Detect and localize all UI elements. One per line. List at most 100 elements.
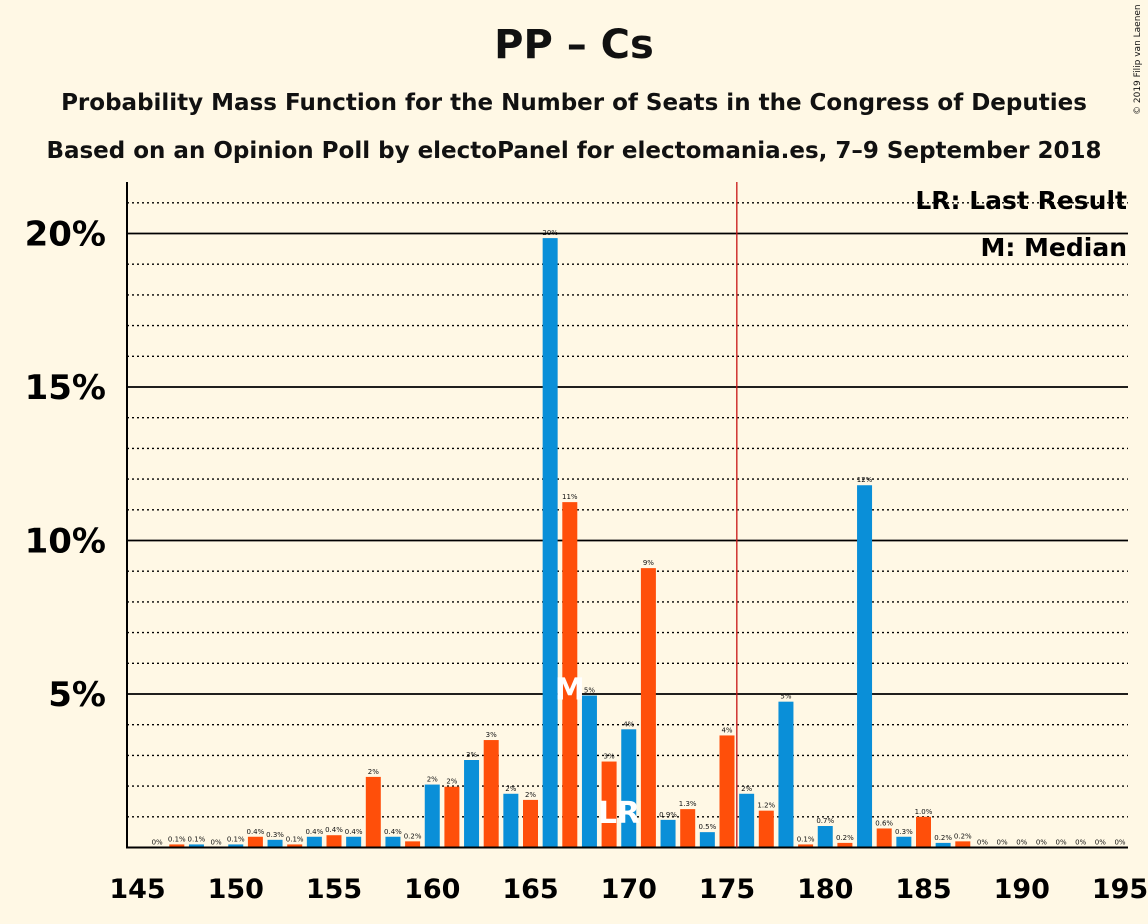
bar-value-label: 0.1%: [188, 835, 206, 843]
bar-value-label: 2%: [446, 778, 457, 786]
bar-value-label: 1.3%: [679, 800, 697, 808]
bar-seat-183: [876, 828, 892, 848]
markers: M LR: [555, 182, 738, 848]
x-tick-label: 180: [797, 874, 853, 905]
bar-seat-176: [739, 793, 755, 848]
bar-value-label: 0.6%: [875, 819, 893, 827]
y-tick-label: 20%: [25, 215, 106, 255]
bar-seat-166: [542, 238, 558, 848]
bar-value-label: 0.4%: [247, 828, 265, 836]
x-tick-label: 165: [502, 874, 558, 905]
bar-seat-187: [955, 841, 971, 848]
bar-value-label: 0%: [1055, 839, 1066, 847]
bar-value-label: 0%: [997, 839, 1008, 847]
axes: 5% 10% 15% 20% 145 150 155 160 165 170 175 180 185 19…: [25, 182, 1148, 905]
bar-value-label: 0.4%: [345, 828, 363, 836]
bar-seat-162: [464, 760, 480, 848]
bar-seat-181: [837, 842, 853, 848]
bar-seat-178: [778, 701, 794, 848]
bar-seat-179: [798, 844, 814, 848]
bar-value-label: 0%: [1075, 839, 1086, 847]
bar-value-label: 0%: [977, 839, 988, 847]
bar-value-label: 0.1%: [286, 835, 304, 843]
bar-value-label: 5%: [584, 687, 595, 695]
bar-seat-164: [503, 793, 519, 848]
bar-value-label: 2%: [368, 768, 379, 776]
bar-seat-153: [287, 844, 303, 848]
bar-value-label: 5%: [780, 693, 791, 701]
x-tick-label: 185: [895, 874, 951, 905]
bar-value-label: 20%: [542, 229, 558, 237]
bar-seat-173: [680, 809, 696, 848]
bar-value-label: 0.7%: [816, 817, 834, 825]
bar-value-label: 12%: [857, 476, 873, 484]
bar-value-label: 2%: [505, 785, 516, 793]
bar-value-label: 4%: [623, 720, 634, 728]
bar-value-label: 1.0%: [915, 808, 933, 816]
bar-seat-185: [916, 816, 931, 848]
x-tick-label: 190: [994, 874, 1050, 905]
bar-value-label: 0.3%: [266, 831, 284, 839]
y-tick-label: 15%: [25, 368, 106, 408]
bar-seat-163: [483, 740, 499, 848]
bar-value-label: 0.4%: [325, 826, 343, 834]
bar-value-label: 2%: [741, 785, 752, 793]
bar-value-label: 0.2%: [954, 832, 972, 840]
bar-seat-148: [188, 844, 204, 848]
y-tick-label: 5%: [48, 675, 106, 715]
bar-value-label: 2%: [427, 776, 438, 784]
chart-subtitle: Probability Mass Function for the Number…: [61, 90, 1087, 116]
x-tick-label: 160: [404, 874, 460, 905]
bar-value-label: 0.2%: [934, 834, 952, 842]
bar-value-label: 0%: [211, 839, 222, 847]
bar-seat-174: [699, 832, 715, 848]
bar-value-label: 11%: [562, 493, 578, 501]
bar-seat-180: [817, 826, 833, 848]
bar-seat-157: [365, 776, 381, 848]
bar-value-label: 0.9%: [659, 811, 677, 819]
bar-value-label: 0%: [152, 839, 163, 847]
bar-value-label: 0%: [1036, 839, 1047, 847]
x-tick-label: 150: [208, 874, 264, 905]
y-tick-label: 10%: [25, 522, 106, 562]
bar-seat-150: [228, 844, 244, 848]
bar-seat-156: [346, 836, 362, 848]
bar-value-label: 0.1%: [797, 835, 815, 843]
chart-source-subtitle: Based on an Opinion Poll by electoPanel …: [46, 138, 1102, 164]
bar-seat-170: [621, 729, 637, 848]
bar-seat-175: [719, 735, 735, 848]
bar-seat-152: [267, 839, 283, 848]
bar-seat-158: [385, 836, 401, 848]
bar-value-label: 2%: [525, 791, 536, 799]
bar-value-label: 0.3%: [895, 828, 913, 836]
bar-value-label: 0.2%: [404, 832, 422, 840]
bar-seat-186: [935, 842, 951, 848]
legend-median: M: Median: [980, 233, 1127, 262]
bar-seat-160: [424, 784, 440, 848]
last-result-marker: LR: [598, 796, 640, 831]
bar-seat-165: [523, 799, 538, 848]
x-tick-label: 170: [601, 874, 657, 905]
bar-seat-168: [581, 695, 597, 848]
bar-seat-161: [444, 786, 460, 848]
bar-seat-184: [896, 836, 912, 848]
bar-value-label: 0.5%: [698, 823, 716, 831]
bar-value-label: 0.2%: [836, 834, 854, 842]
x-tick-label: 195: [1092, 874, 1148, 905]
bar-value-label: 0%: [1095, 839, 1106, 847]
bar-value-label: 0.4%: [384, 828, 402, 836]
bar-seat-151: [247, 836, 263, 848]
bar-seat-147: [169, 844, 185, 848]
bar-seat-172: [660, 819, 676, 848]
bar-value-label: 0.4%: [305, 828, 323, 836]
bar-value-label: 3%: [604, 753, 615, 761]
bar-value-label: 0.1%: [168, 835, 186, 843]
bar-seat-154: [306, 836, 322, 848]
bar-value-label: 1.2%: [757, 802, 775, 810]
chart-title: PP – Cs: [494, 22, 654, 68]
median-marker: M: [555, 672, 585, 707]
bars: [169, 238, 971, 848]
bar-value-label: 9%: [643, 559, 654, 567]
x-tick-label: 175: [699, 874, 755, 905]
